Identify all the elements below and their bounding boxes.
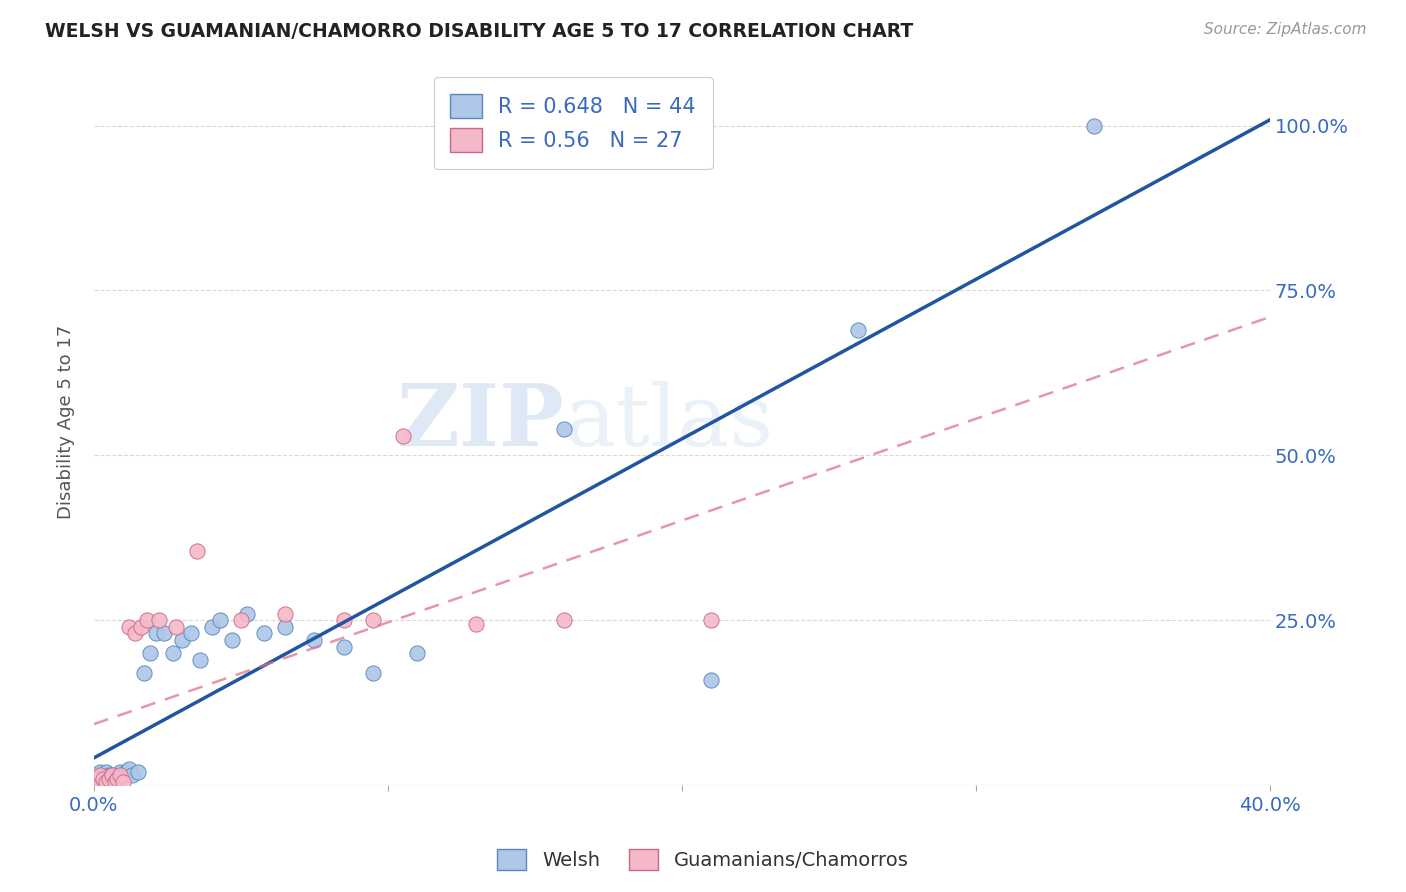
Point <box>89 775 111 789</box>
Point <box>97 768 120 782</box>
Point <box>100 768 122 782</box>
Point <box>103 772 125 786</box>
Point <box>110 764 132 779</box>
Point <box>333 613 356 627</box>
Point <box>86 768 108 782</box>
Point <box>107 772 129 786</box>
Point <box>94 764 117 779</box>
Point <box>304 633 326 648</box>
Point <box>100 775 122 789</box>
Point <box>148 613 170 627</box>
Point <box>91 772 114 786</box>
Text: Source: ZipAtlas.com: Source: ZipAtlas.com <box>1204 22 1367 37</box>
Point <box>253 626 276 640</box>
Text: atlas: atlas <box>564 381 773 464</box>
Point <box>172 633 194 648</box>
Point <box>186 544 208 558</box>
Point <box>107 768 129 782</box>
Point <box>121 768 143 782</box>
Point <box>700 673 723 687</box>
Point <box>1083 119 1105 133</box>
Point <box>229 613 252 627</box>
Point <box>209 613 232 627</box>
Point <box>97 772 120 786</box>
Point <box>274 607 297 621</box>
Point <box>115 764 138 779</box>
Point <box>103 775 125 789</box>
Point <box>86 775 108 789</box>
Point <box>86 775 108 789</box>
Point <box>89 764 111 779</box>
Y-axis label: Disability Age 5 to 17: Disability Age 5 to 17 <box>58 326 75 519</box>
Point <box>391 428 413 442</box>
Point <box>100 768 122 782</box>
Point <box>162 646 184 660</box>
Point <box>132 665 155 680</box>
Point <box>221 633 243 648</box>
Point <box>188 653 211 667</box>
Point <box>97 772 120 786</box>
Point <box>700 613 723 627</box>
Point <box>89 768 111 782</box>
Point <box>236 607 259 621</box>
Point <box>86 772 108 786</box>
Point <box>361 613 384 627</box>
Point <box>112 768 135 782</box>
Point <box>89 775 111 789</box>
Point <box>91 768 114 782</box>
Point <box>112 775 135 789</box>
Point <box>94 775 117 789</box>
Point <box>118 762 141 776</box>
Point <box>846 323 869 337</box>
Point <box>91 775 114 789</box>
Point <box>200 620 222 634</box>
Point <box>274 620 297 634</box>
Point <box>139 646 162 660</box>
Point <box>465 616 488 631</box>
Point <box>333 640 356 654</box>
Point <box>129 620 152 634</box>
Point <box>406 646 429 660</box>
Point <box>153 626 176 640</box>
Text: WELSH VS GUAMANIAN/CHAMORRO DISABILITY AGE 5 TO 17 CORRELATION CHART: WELSH VS GUAMANIAN/CHAMORRO DISABILITY A… <box>45 22 914 41</box>
Point <box>553 422 575 436</box>
Point <box>361 665 384 680</box>
Point <box>118 620 141 634</box>
Point <box>89 772 111 786</box>
Point <box>86 772 108 786</box>
Legend: Welsh, Guamanians/Chamorros: Welsh, Guamanians/Chamorros <box>489 841 917 878</box>
Point <box>165 620 187 634</box>
Point <box>135 613 157 627</box>
Point <box>127 764 149 779</box>
Point <box>110 768 132 782</box>
Text: ZIP: ZIP <box>396 380 564 465</box>
Point <box>553 613 575 627</box>
Point <box>94 772 117 786</box>
Point <box>180 626 202 640</box>
Point <box>145 626 167 640</box>
Legend: R = 0.648   N = 44, R = 0.56   N = 27: R = 0.648 N = 44, R = 0.56 N = 27 <box>433 78 713 169</box>
Point <box>124 626 146 640</box>
